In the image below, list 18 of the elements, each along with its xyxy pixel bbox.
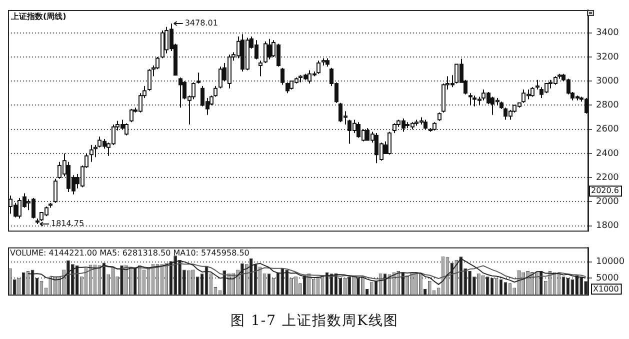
annotation: VOLUME: 4144221.00 MA5: 6281318.50 MA10: 5745958.50 [10,248,250,258]
y-tick-label: 2200 [596,172,620,183]
y-tick-label: 5000 [596,274,620,284]
text: X1000 [593,284,619,294]
y-tick-label: 3000 [596,76,620,86]
y-tick-label: 2400 [596,148,620,159]
annotation: 1814.75 [51,219,84,228]
annotation: 3478.01 [184,18,218,28]
y-tick-label: 10000 [596,257,625,268]
y-tick-label: 2800 [596,100,620,111]
y-tick-label: 2600 [596,124,620,135]
y-tick-label: 3400 [596,28,620,38]
y-tick-label: 2000 [596,197,620,208]
text: 2020.6 [591,186,619,196]
caption: 图 1-7 上证指数周K线图 [230,312,400,330]
y-tick-label: 1800 [596,221,620,232]
chart-title: 上证指数(周线) [10,12,66,22]
y-tick-label: 3200 [596,52,620,62]
